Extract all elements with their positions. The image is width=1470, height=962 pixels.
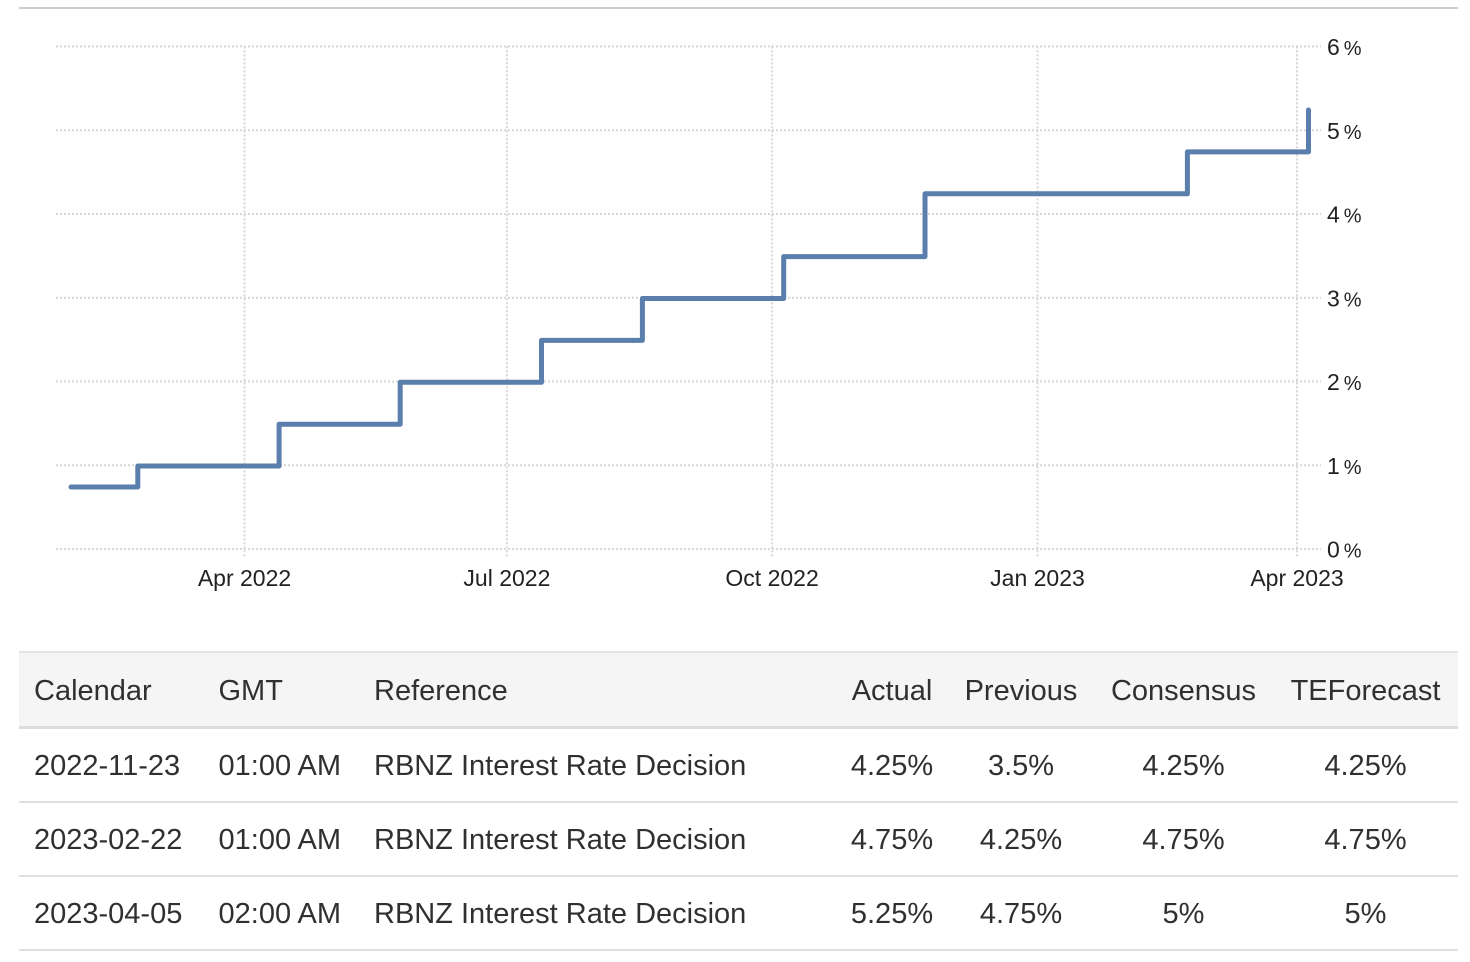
svg-text:2%: 2% [1327, 369, 1362, 395]
svg-text:Apr 2023: Apr 2023 [1250, 565, 1343, 591]
svg-text:6%: 6% [1327, 34, 1362, 60]
svg-text:Jul 2022: Jul 2022 [463, 565, 550, 591]
svg-text:0%: 0% [1327, 537, 1362, 563]
svg-text:3%: 3% [1327, 285, 1362, 311]
svg-text:Jan 2023: Jan 2023 [990, 565, 1085, 591]
svg-text:Apr 2022: Apr 2022 [198, 565, 291, 591]
svg-text:Oct 2022: Oct 2022 [725, 565, 818, 591]
svg-text:5%: 5% [1327, 118, 1362, 144]
svg-text:4%: 4% [1327, 202, 1362, 228]
svg-text:1%: 1% [1327, 453, 1362, 479]
